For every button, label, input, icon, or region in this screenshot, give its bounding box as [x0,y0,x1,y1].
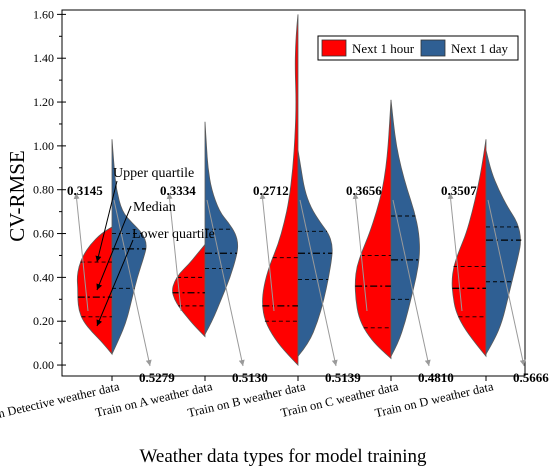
y-tick-label-5: 1.00 [33,139,54,153]
arrow-day-5 [487,199,526,367]
arrow-day-1 [113,199,152,367]
arrow-hour-1 [73,192,89,312]
violin-next-1-day-2 [204,121,239,335]
violin-next-1-hour-3 [262,14,299,367]
y-tick-label-2: 0.40 [33,270,54,284]
violin-next-1-hour-2 [172,243,206,338]
y-tick-label-6: 1.20 [33,95,54,109]
arrows-layer [73,180,526,367]
legend-swatch-1 [321,39,347,57]
label-next-1-day-1: 0.5279 [139,370,175,385]
y-tick-label-3: 0.60 [33,227,54,241]
arrow-hour-2 [166,192,182,312]
legend: Next 1 hour Next 1 day [317,35,519,61]
label-next-1-hour-5: 0.3507 [441,183,477,198]
arrow-hour-5 [447,192,463,312]
label-next-1-day-5: 0.5666 [513,370,549,385]
arrow-upper-quartile [95,180,118,263]
label-next-1-day-2: 0.5130 [232,370,268,385]
label-next-1-hour-3: 0.2712 [253,183,289,198]
arrow-hour-3 [259,192,275,312]
arrow-day-3 [299,199,338,367]
violin-group-3 [262,14,333,367]
y-axis: 0.00 0.20 0.40 0.60 0.80 1.00 1.20 1.40 1.60 [33,7,66,372]
value-labels: 0.3145 0.5279 0.3334 0.5130 0.2712 0.5139 0.36… [67,183,549,385]
x-axis-title: Weather data types for model training [139,446,427,467]
annotation-median: Median [133,200,176,215]
violin-next-1-hour-4 [354,99,392,360]
arrow-day-4 [392,199,431,367]
annotation-lower-quartile: Lower quartile [132,227,215,242]
y-tick-label-1: 0.20 [33,314,54,328]
label-next-1-hour-1: 0.3145 [67,183,103,198]
violins-layer [76,14,522,367]
arrow-median [96,205,132,291]
y-tick-label-7: 1.40 [33,51,54,65]
legend-label-2: Next 1 day [451,41,509,56]
y-tick-label-4: 0.80 [33,183,54,197]
arrow-day-2 [206,199,245,367]
violin-group-1 [76,139,147,356]
legend-label-1: Next 1 hour [352,41,415,56]
arrow-hour-4 [352,192,368,312]
y-tick-label-0: 0.00 [33,358,54,372]
y-tick-label-8: 1.60 [33,7,54,21]
legend-box [317,35,519,61]
violin-next-1-day-1 [111,139,147,355]
violin-next-1-day-5 [485,150,521,356]
violin-next-1-day-4 [390,99,420,357]
violin-next-1-hour-1 [76,226,113,356]
violin-group-4 [354,99,420,360]
y-axis-title: CV-RMSE [5,150,29,241]
arrow-lower-quartile [96,239,134,327]
annotation-upper-quartile: Upper quartile [113,166,194,181]
label-next-1-day-4: 0.4810 [418,370,454,385]
label-next-1-day-3: 0.5139 [325,370,361,385]
label-next-1-hour-4: 0.3656 [346,183,382,198]
legend-swatch-2 [420,39,446,57]
label-next-1-hour-2: 0.3334 [160,183,196,198]
violin-group-2 [172,121,239,338]
